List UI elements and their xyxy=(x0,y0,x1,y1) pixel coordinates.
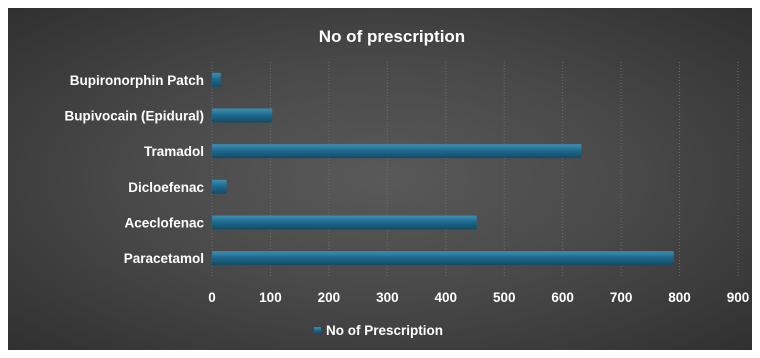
category-label: Paracetamol xyxy=(124,251,204,266)
x-tick-label: 200 xyxy=(318,290,341,305)
bar-paracetamol xyxy=(212,251,674,266)
legend: No of Prescription xyxy=(314,323,443,338)
bar-bupironorphin-patch xyxy=(212,72,221,87)
x-tick-label: 0 xyxy=(208,290,216,305)
bar-tramadol xyxy=(212,144,582,159)
x-tick-label: 100 xyxy=(259,290,282,305)
grid xyxy=(211,62,739,276)
legend-swatch xyxy=(314,327,321,334)
x-tick-labels: 0 100 200 300 400 500 600 700 800 900 xyxy=(208,290,749,305)
chart-title: No of prescription xyxy=(319,27,465,46)
chart-container: No of prescription Paracetamol Aceclofena… xyxy=(8,8,752,350)
category-label: Aceclofenac xyxy=(124,216,204,231)
x-tick-label: 600 xyxy=(551,290,574,305)
category-label: Bupivocain (Epidural) xyxy=(64,109,204,124)
bar-chart: No of prescription Paracetamol Aceclofena… xyxy=(64,27,749,338)
x-tick-label: 500 xyxy=(493,290,516,305)
category-label: Bupironorphin Patch xyxy=(70,73,204,88)
x-tick-label: 400 xyxy=(435,290,458,305)
x-tick-label: 900 xyxy=(727,290,750,305)
category-labels: Paracetamol Aceclofenac Dicloefenac Tramado… xyxy=(64,73,204,266)
bar-bupivocain-epidural xyxy=(212,108,273,123)
x-tick-label: 700 xyxy=(610,290,633,305)
x-tick-label: 800 xyxy=(668,290,691,305)
bars xyxy=(212,72,674,266)
category-label: Dicloefenac xyxy=(128,180,204,195)
legend-label: No of Prescription xyxy=(326,323,443,338)
x-tick-label: 300 xyxy=(376,290,399,305)
bar-dicloefenac xyxy=(212,179,227,194)
category-label: Tramadol xyxy=(144,144,204,159)
bar-aceclofenac xyxy=(212,215,477,230)
